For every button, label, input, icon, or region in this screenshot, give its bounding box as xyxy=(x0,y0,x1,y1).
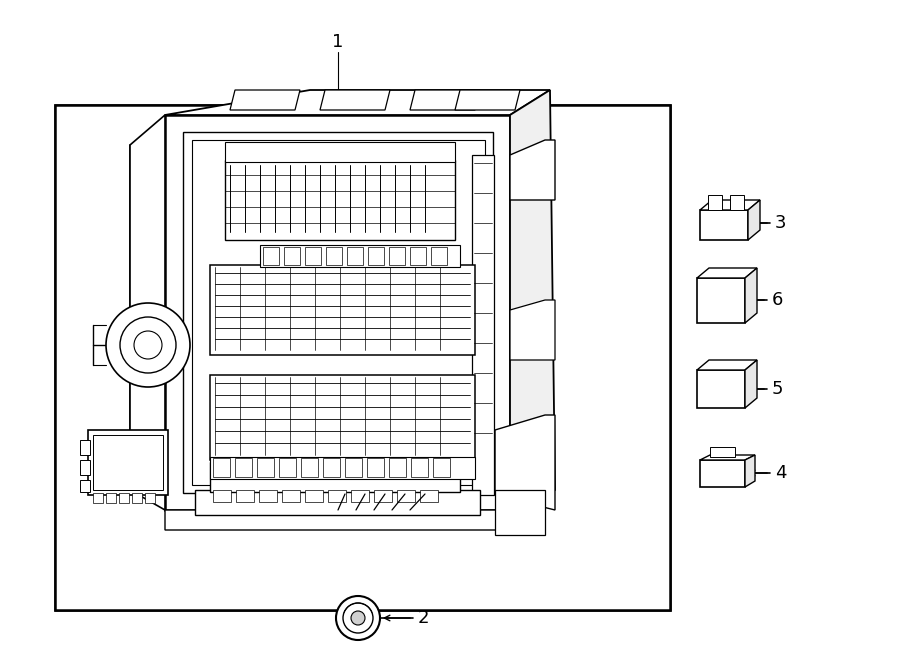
Bar xyxy=(347,247,363,265)
Bar xyxy=(210,265,475,355)
Bar xyxy=(257,458,274,477)
Bar xyxy=(55,105,670,610)
Text: 5: 5 xyxy=(772,380,784,398)
Polygon shape xyxy=(748,200,760,240)
Text: 1: 1 xyxy=(332,33,344,51)
Text: 6: 6 xyxy=(772,291,783,309)
Circle shape xyxy=(336,596,380,640)
Polygon shape xyxy=(697,278,745,323)
Bar xyxy=(282,490,300,502)
Bar xyxy=(210,462,460,492)
Bar xyxy=(730,195,744,210)
Polygon shape xyxy=(700,460,745,487)
Bar xyxy=(420,490,438,502)
Bar xyxy=(411,458,428,477)
Bar xyxy=(88,430,168,495)
Polygon shape xyxy=(700,455,755,460)
Polygon shape xyxy=(745,360,757,408)
Bar xyxy=(132,493,142,503)
Bar xyxy=(93,493,103,503)
Bar xyxy=(389,458,406,477)
Bar xyxy=(260,245,460,267)
Bar xyxy=(263,247,279,265)
Circle shape xyxy=(134,331,162,359)
Polygon shape xyxy=(130,115,165,510)
Bar xyxy=(345,458,362,477)
Bar xyxy=(213,458,230,477)
Bar xyxy=(431,247,447,265)
Bar xyxy=(106,493,116,503)
Polygon shape xyxy=(697,268,757,278)
Bar xyxy=(93,435,163,490)
Bar xyxy=(119,493,129,503)
Bar xyxy=(710,447,735,457)
Bar xyxy=(80,480,90,492)
Polygon shape xyxy=(510,300,555,360)
Bar xyxy=(279,458,296,477)
Bar xyxy=(323,458,340,477)
Bar xyxy=(210,457,475,479)
Bar xyxy=(433,458,450,477)
Circle shape xyxy=(351,611,365,625)
Polygon shape xyxy=(230,90,300,110)
Bar xyxy=(397,490,415,502)
Bar xyxy=(708,195,722,210)
Polygon shape xyxy=(192,140,485,485)
Text: 3: 3 xyxy=(775,214,787,232)
Polygon shape xyxy=(697,370,745,408)
Polygon shape xyxy=(165,90,550,115)
Bar xyxy=(374,490,392,502)
Bar xyxy=(213,490,231,502)
Bar xyxy=(389,247,405,265)
Bar xyxy=(210,375,475,460)
Circle shape xyxy=(106,303,190,387)
Polygon shape xyxy=(165,115,510,510)
Bar xyxy=(80,460,90,475)
Polygon shape xyxy=(320,90,390,110)
Bar xyxy=(259,490,277,502)
Bar xyxy=(55,105,670,610)
Bar xyxy=(235,458,252,477)
Circle shape xyxy=(343,603,373,633)
Bar xyxy=(80,440,90,455)
Polygon shape xyxy=(410,90,480,110)
Bar xyxy=(367,458,384,477)
Bar xyxy=(472,155,494,495)
Polygon shape xyxy=(495,415,555,510)
Polygon shape xyxy=(455,90,520,110)
Bar xyxy=(225,142,455,162)
Polygon shape xyxy=(700,200,760,210)
Polygon shape xyxy=(700,210,748,240)
Bar xyxy=(236,490,254,502)
Text: 4: 4 xyxy=(775,464,787,482)
Bar xyxy=(145,493,155,503)
Bar xyxy=(328,490,346,502)
Polygon shape xyxy=(510,90,555,510)
Circle shape xyxy=(120,317,176,373)
Bar xyxy=(225,160,455,240)
Bar xyxy=(284,247,300,265)
Bar xyxy=(305,490,323,502)
Polygon shape xyxy=(183,132,493,493)
Polygon shape xyxy=(697,360,757,370)
Polygon shape xyxy=(745,455,755,487)
Polygon shape xyxy=(745,268,757,323)
Text: 2: 2 xyxy=(418,609,429,627)
Bar xyxy=(305,247,321,265)
Bar xyxy=(495,490,545,535)
Polygon shape xyxy=(165,510,520,530)
Polygon shape xyxy=(510,140,555,200)
Bar xyxy=(351,490,369,502)
Bar xyxy=(410,247,426,265)
Polygon shape xyxy=(195,490,480,515)
Bar xyxy=(326,247,342,265)
Bar xyxy=(368,247,384,265)
Bar xyxy=(301,458,318,477)
